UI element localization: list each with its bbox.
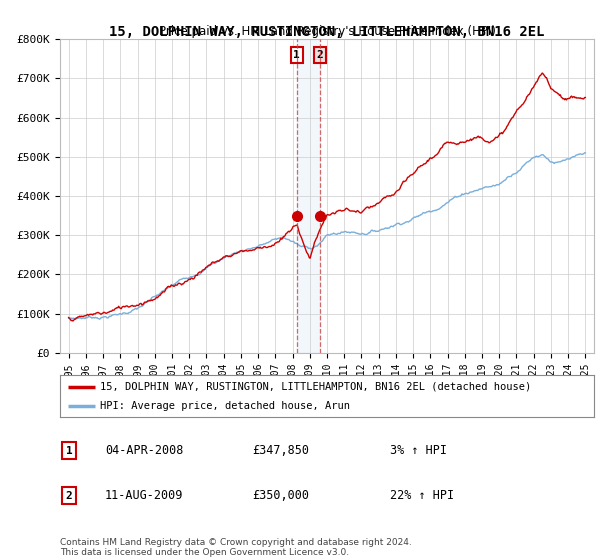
Text: £350,000: £350,000 (252, 489, 309, 502)
Text: 15, DOLPHIN WAY, RUSTINGTON, LITTLEHAMPTON, BN16 2EL (detached house): 15, DOLPHIN WAY, RUSTINGTON, LITTLEHAMPT… (100, 381, 532, 391)
Text: 04-APR-2008: 04-APR-2008 (105, 444, 184, 458)
Text: 1: 1 (65, 446, 73, 456)
Text: Contains HM Land Registry data © Crown copyright and database right 2024.
This d: Contains HM Land Registry data © Crown c… (60, 538, 412, 557)
Text: 11-AUG-2009: 11-AUG-2009 (105, 489, 184, 502)
Text: Price paid vs. HM Land Registry's House Price Index (HPI): Price paid vs. HM Land Registry's House … (158, 25, 496, 38)
Title: 15, DOLPHIN WAY, RUSTINGTON, LITTLEHAMPTON, BN16 2EL: 15, DOLPHIN WAY, RUSTINGTON, LITTLEHAMPT… (109, 25, 545, 39)
Text: £347,850: £347,850 (252, 444, 309, 458)
Text: 2: 2 (65, 491, 73, 501)
Text: 2: 2 (317, 50, 323, 60)
Text: 3% ↑ HPI: 3% ↑ HPI (390, 444, 447, 458)
Bar (297, 39, 320, 353)
Text: 1: 1 (293, 50, 300, 60)
Text: HPI: Average price, detached house, Arun: HPI: Average price, detached house, Arun (100, 401, 350, 411)
Text: 22% ↑ HPI: 22% ↑ HPI (390, 489, 454, 502)
